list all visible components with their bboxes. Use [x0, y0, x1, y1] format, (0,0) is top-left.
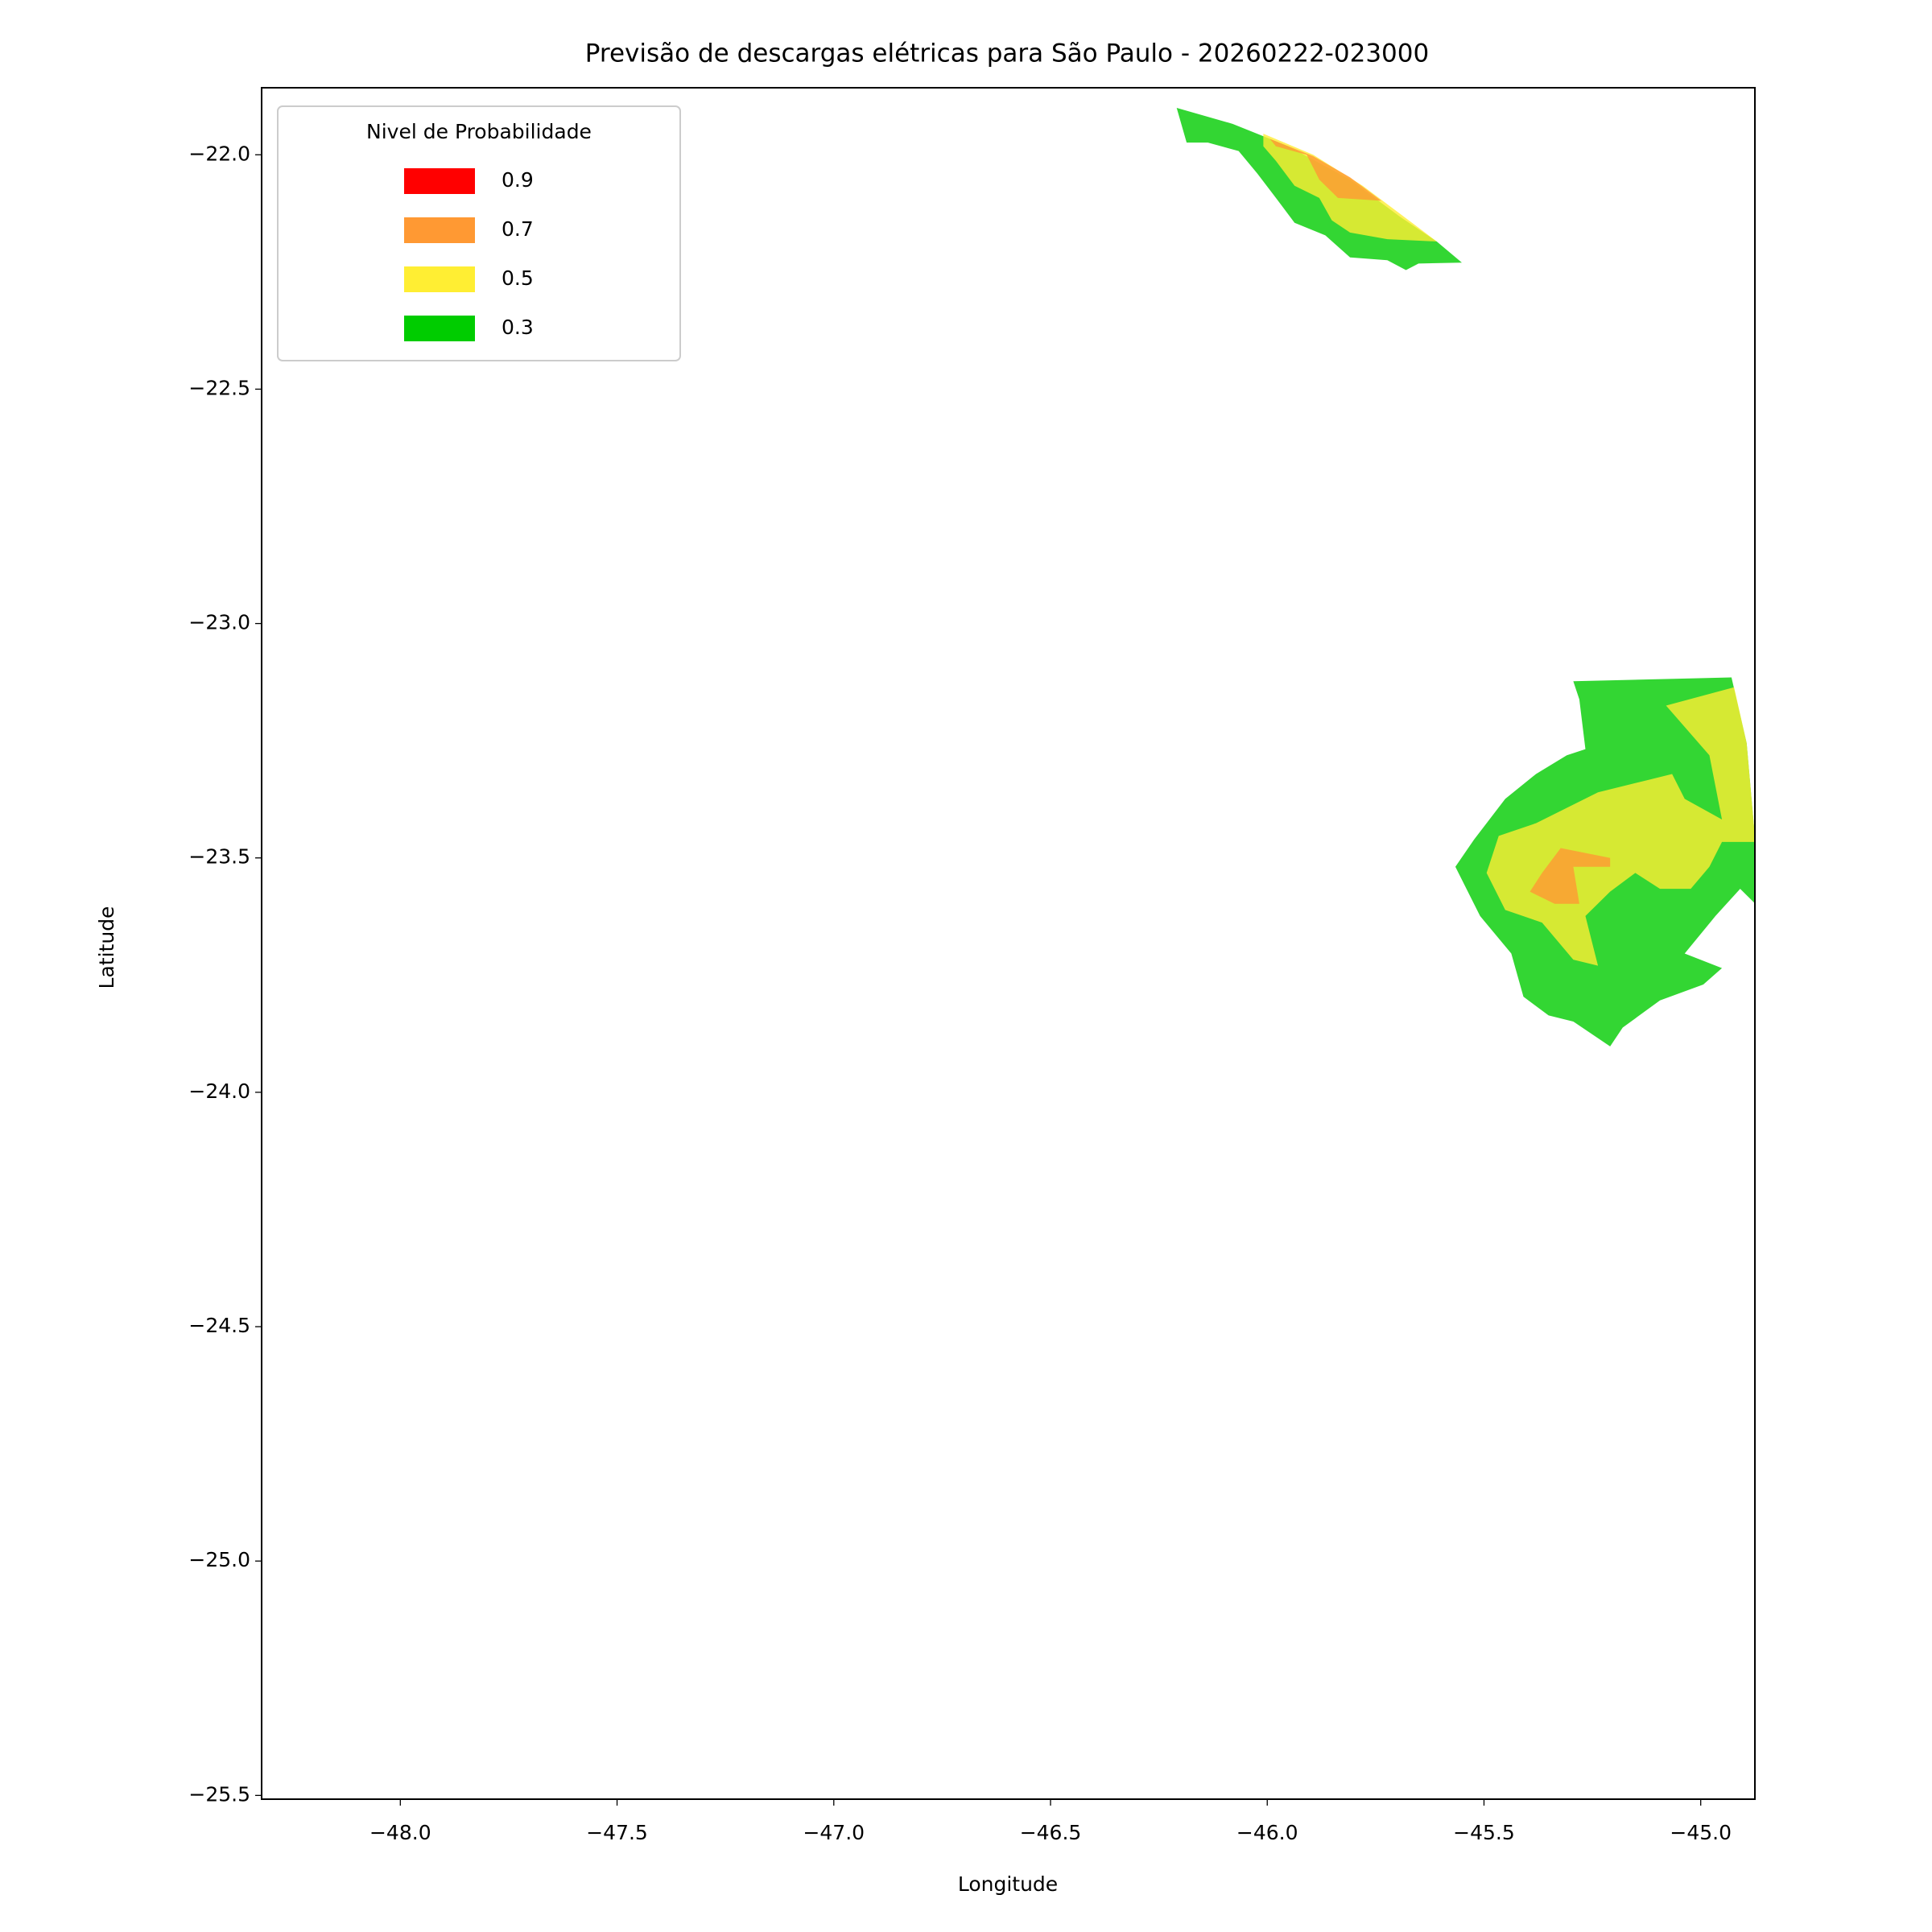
- y-tick-label: −24.0: [188, 1080, 250, 1103]
- legend-swatch: [404, 217, 475, 243]
- legend: Nivel de Probabilidade 0.9 0.7 0.5 0.3: [277, 105, 681, 361]
- y-axis-label: Latitude: [95, 906, 118, 989]
- contour-region: [1269, 138, 1381, 201]
- axes-frame: [261, 87, 1756, 1800]
- legend-label: 0.5: [502, 266, 534, 290]
- y-tick-label: −22.5: [188, 376, 250, 399]
- legend-label: 0.9: [502, 168, 534, 192]
- y-tick-label: −25.0: [188, 1548, 250, 1571]
- y-tick-label: −25.5: [188, 1782, 250, 1806]
- legend-box: [277, 105, 681, 361]
- legend-swatch: [404, 168, 475, 194]
- contour-region: [1530, 848, 1611, 904]
- legend-swatch: [404, 266, 475, 292]
- y-tick-label: −23.5: [188, 845, 250, 869]
- chart-title: Previsão de descargas elétricas para São…: [585, 39, 1429, 68]
- x-tick-label: −47.0: [803, 1821, 865, 1844]
- y-tick-label: −22.0: [188, 142, 250, 165]
- legend-swatch: [404, 316, 475, 341]
- x-tick-label: −45.0: [1670, 1821, 1732, 1844]
- x-tick-label: −48.0: [369, 1821, 431, 1844]
- y-tick-label: −24.5: [188, 1314, 250, 1337]
- x-axis-label: Longitude: [958, 1872, 1058, 1896]
- y-tick-label: −23.0: [188, 611, 250, 634]
- x-tick-label: −45.5: [1453, 1821, 1515, 1844]
- x-tick-label: −46.5: [1020, 1821, 1082, 1844]
- x-tick-label: −47.5: [586, 1821, 648, 1844]
- x-tick-label: −46.0: [1236, 1821, 1298, 1844]
- legend-title: Nivel de Probabilidade: [366, 120, 592, 143]
- plot-area: [1176, 108, 1755, 1046]
- legend-label: 0.7: [502, 217, 534, 241]
- legend-label: 0.3: [502, 316, 534, 339]
